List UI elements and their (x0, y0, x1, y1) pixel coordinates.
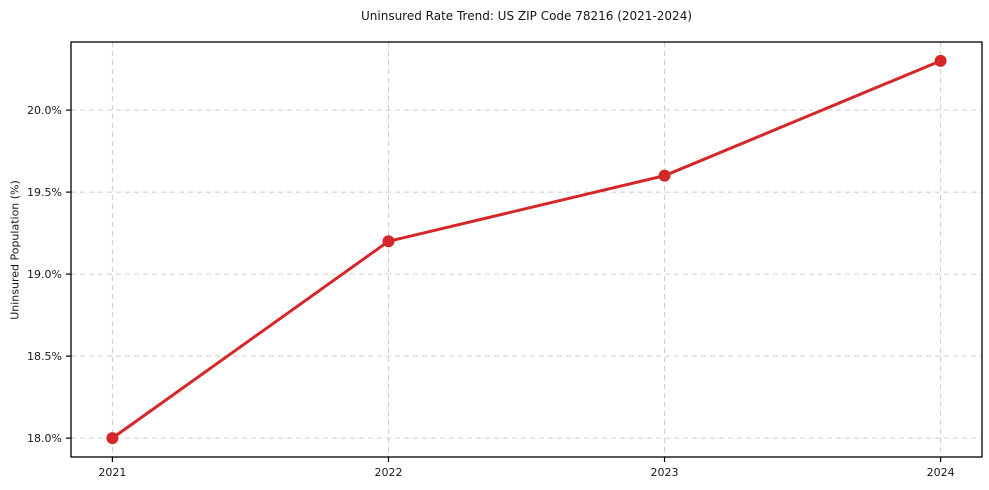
plot-border (70, 41, 983, 458)
y-tick-label: 18.5% (27, 350, 62, 363)
y-tick-label: 18.0% (27, 432, 62, 445)
x-tick-label: 2021 (98, 466, 126, 479)
y-tick-label: 19.0% (27, 268, 62, 281)
trend-line (110, 59, 943, 440)
x-tick-label: 2023 (651, 466, 679, 479)
data-point (934, 54, 947, 67)
x-tick-label: 2024 (927, 466, 955, 479)
x-tick-label: 2022 (374, 466, 402, 479)
data-point (106, 432, 119, 445)
y-axis-label: Uninsured Population (%) (8, 180, 22, 320)
y-tick-label: 19.5% (27, 186, 62, 199)
data-point (382, 235, 395, 248)
chart-title: Uninsured Rate Trend: US ZIP Code 78216 … (360, 9, 693, 23)
y-tick-label: 20.0% (27, 104, 62, 117)
data-point (658, 169, 671, 182)
